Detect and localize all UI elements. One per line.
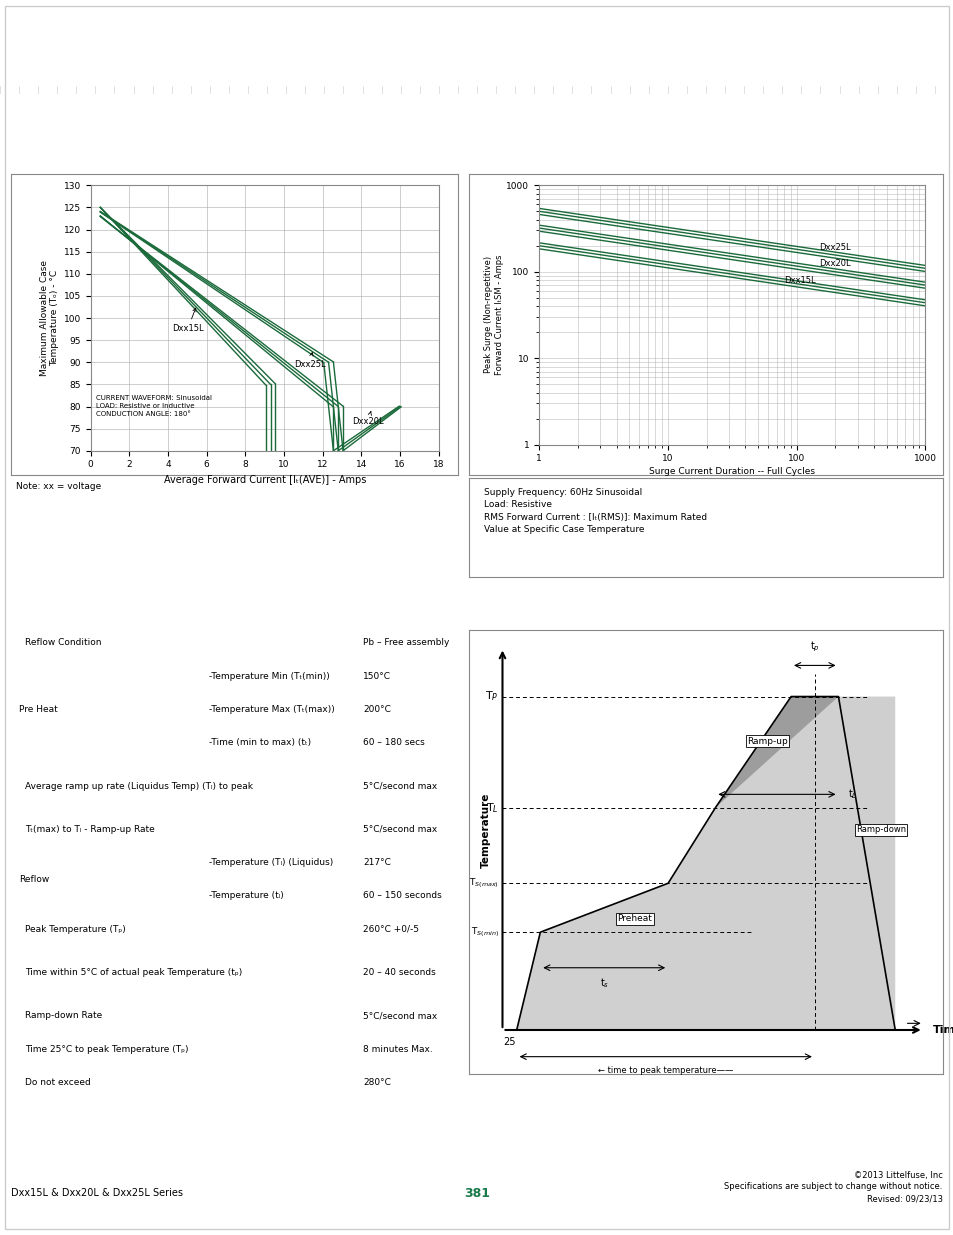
Text: -Temperature (Tₗ) (Liquidus): -Temperature (Tₗ) (Liquidus) (210, 858, 334, 867)
X-axis label: Surge Current Duration -- Full Cycles: Surge Current Duration -- Full Cycles (648, 468, 815, 477)
Text: -Temperature Max (Tₜ(max)): -Temperature Max (Tₜ(max)) (210, 705, 335, 714)
Text: -Temperature Min (Tₜ(min)): -Temperature Min (Tₜ(min)) (210, 672, 330, 680)
Text: Do not exceed: Do not exceed (26, 1078, 91, 1087)
Y-axis label: Peak Surge (Non-repetitive)
Forward Current IₜSM - Amps: Peak Surge (Non-repetitive) Forward Curr… (483, 254, 503, 375)
Text: 5°C/second max: 5°C/second max (363, 1011, 436, 1020)
Text: 150°C: 150°C (363, 672, 391, 680)
Text: ← time to peak temperature——: ← time to peak temperature—— (598, 1066, 733, 1074)
Text: Pb – Free assembly: Pb – Free assembly (363, 638, 449, 647)
Text: Dxx20L: Dxx20L (819, 259, 850, 268)
Text: 20 – 40 seconds: 20 – 40 seconds (363, 968, 436, 977)
Text: Supply Frequency: 60Hz Sinusoidal
Load: Resistive
RMS Forward Current : [Iₜ(RMS): Supply Frequency: 60Hz Sinusoidal Load: … (483, 488, 706, 535)
Text: Littelfuse®: Littelfuse® (65, 16, 179, 33)
Y-axis label: Maximum Allowable Case
Temperature (Tₒ) - °C: Maximum Allowable Case Temperature (Tₒ) … (40, 261, 59, 375)
X-axis label: Average Forward Current [Iₜ(AVE)] - Amps: Average Forward Current [Iₜ(AVE)] - Amps (163, 475, 366, 485)
Text: Preheat: Preheat (617, 914, 652, 924)
Text: 381: 381 (463, 1187, 490, 1199)
Text: Figure 4: Surge Peak On-State Current vs.
Number of Cycles: Figure 4: Surge Peak On-State Current vs… (565, 119, 845, 148)
Text: Tₜ(max) to Tₗ - Ramp-up Rate: Tₜ(max) to Tₗ - Ramp-up Rate (26, 825, 155, 834)
Text: 217°C: 217°C (363, 858, 391, 867)
Text: Reflow: Reflow (19, 874, 50, 884)
Text: 5°C/second max: 5°C/second max (363, 825, 436, 834)
Text: Figure 3:  Maximum Allowable Case Temperature vs.
Average On-State Current: Figure 3: Maximum Allowable Case Tempera… (60, 119, 409, 148)
Text: t$_p$: t$_p$ (809, 640, 819, 655)
Text: 25: 25 (503, 1036, 516, 1046)
Text: Time 25°C to peak Temperature (Tₚ): Time 25°C to peak Temperature (Tₚ) (26, 1045, 189, 1053)
Polygon shape (715, 697, 838, 808)
Text: Dxx15L & Dxx20L & Dxx25L Series: Dxx15L & Dxx20L & Dxx25L Series (11, 1188, 183, 1198)
Text: 8 minutes Max.: 8 minutes Max. (363, 1045, 433, 1053)
Text: Expertise Applied  |  Answers Delivered: Expertise Applied | Answers Delivered (65, 62, 215, 72)
Text: Peak Temperature (Tₚ): Peak Temperature (Tₚ) (26, 925, 126, 934)
Text: 260°C +0/-5: 260°C +0/-5 (363, 925, 418, 934)
Text: Pre Heat: Pre Heat (19, 705, 58, 714)
Text: 200°C: 200°C (363, 705, 391, 714)
Text: Temperature: Temperature (480, 792, 491, 868)
Text: Reflow Condition: Reflow Condition (26, 638, 102, 647)
Text: 60 – 180 secs: 60 – 180 secs (363, 739, 424, 747)
Text: T$_L$: T$_L$ (485, 800, 498, 815)
Polygon shape (517, 697, 894, 1030)
Text: Dxx25L: Dxx25L (819, 242, 850, 252)
Text: -Time (min to max) (tₜ): -Time (min to max) (tₜ) (210, 739, 312, 747)
Text: ⚡: ⚡ (17, 16, 34, 40)
Text: Time within 5°C of actual peak Temperature (tₚ): Time within 5°C of actual peak Temperatu… (26, 968, 242, 977)
Text: T$_{S(max)}$: T$_{S(max)}$ (468, 877, 498, 890)
Text: -Temperature (tₗ): -Temperature (tₗ) (210, 892, 284, 900)
Text: t$_s$: t$_s$ (598, 977, 608, 990)
Text: Dxx15L: Dxx15L (172, 309, 203, 333)
Text: Dxx25L: Dxx25L (294, 353, 325, 369)
Text: Ramp-down Rate: Ramp-down Rate (26, 1011, 103, 1020)
Text: Dxx20L: Dxx20L (352, 411, 383, 426)
Text: Time: Time (932, 1025, 953, 1035)
Text: Note: xx = voltage: Note: xx = voltage (16, 482, 101, 492)
Text: 280°C: 280°C (363, 1078, 391, 1087)
Text: Dxx15L: Dxx15L (783, 275, 815, 284)
Text: T$_{S(min)}$: T$_{S(min)}$ (470, 925, 498, 939)
Text: 5°C/second max: 5°C/second max (363, 782, 436, 790)
Text: T$_P$: T$_P$ (485, 689, 498, 704)
Text: 15 / 20 / 25 Amp Rectifiers: 15 / 20 / 25 Amp Rectifiers (272, 59, 456, 73)
Text: t$_L$: t$_L$ (847, 788, 857, 802)
Text: CURRENT WAVEFORM: Sinusoidal
LOAD: Resistive or Inductive
CONDUCTION ANGLE: 180°: CURRENT WAVEFORM: Sinusoidal LOAD: Resis… (96, 395, 213, 417)
Text: ©2013 Littelfuse, Inc
Specifications are subject to change without notice.
Revis: ©2013 Littelfuse, Inc Specifications are… (723, 1171, 942, 1203)
Text: Soldering Parameters: Soldering Parameters (23, 595, 175, 608)
Text: Average ramp up rate (Liquidus Temp) (Tₗ) to peak: Average ramp up rate (Liquidus Temp) (Tₗ… (26, 782, 253, 790)
Text: Ramp-down: Ramp-down (855, 825, 905, 835)
Text: Ramp-up: Ramp-up (746, 736, 787, 746)
Polygon shape (838, 697, 894, 1030)
Text: Teccor® brand Thyristors: Teccor® brand Thyristors (272, 12, 571, 32)
Text: 60 – 150 seconds: 60 – 150 seconds (363, 892, 441, 900)
